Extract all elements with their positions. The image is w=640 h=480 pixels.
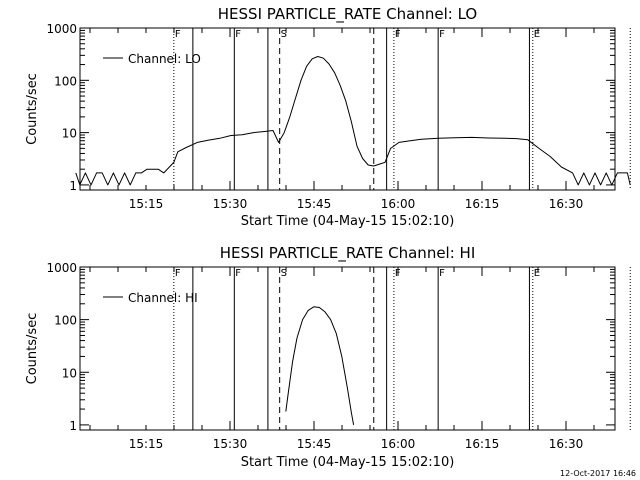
panel1-y-tick-label: 1000 (46, 22, 77, 36)
panel2-event-marker-label: E (534, 268, 540, 279)
panel1-y-tick-label: 100 (54, 74, 77, 88)
panel2-y-tick-label: 100 (54, 314, 77, 328)
panel2-plot-frame (79, 266, 616, 431)
panel1-event-marker-label: S (281, 29, 287, 40)
panel2-chart-title: HESSI PARTICLE_RATE Channel: HI (220, 244, 476, 263)
panel1-y-tick-label: 10 (62, 127, 77, 141)
panel1-x-tick-label: 16:00 (381, 197, 416, 211)
panel2-event-marker-label: F (175, 268, 181, 279)
panel2-x-tick-label: 16:30 (549, 437, 584, 451)
panel1-y-axis-label: Counts/sec (25, 73, 40, 145)
panel2-y-axis-label: Counts/sec (25, 313, 40, 385)
panel2-x-tick-label: 16:00 (381, 437, 416, 451)
panel1-legend-label: Channel: LO (128, 52, 201, 66)
panel1-x-tick-label: 16:30 (549, 197, 584, 211)
panel2-x-tick-label: 15:30 (213, 437, 248, 451)
panel1-chart-title: HESSI PARTICLE_RATE Channel: LO (218, 5, 477, 24)
panel1-event-marker-label: E (534, 29, 540, 40)
panel2-event-marker-label: F (395, 268, 401, 279)
panel1-plot-frame (79, 27, 616, 191)
panel1-x-axis-label: Start Time (04-May-15 15:02:10) (241, 214, 455, 229)
panel2-x-tick-label: 15:45 (297, 437, 332, 451)
footer-timestamp-label: 12-Oct-2017 16:46 (560, 469, 636, 478)
footer-timestamp: 12-Oct-2017 16:46 (1, 1, 2, 2)
panel2-x-axis-label: Start Time (04-May-15 15:02:10) (241, 455, 455, 470)
panel1-x-tick-label: 15:45 (297, 197, 332, 211)
panel2-y-tick-label: 10 (62, 366, 77, 380)
panel1-x-tick-label: 15:15 (129, 197, 164, 211)
panel1-x-tick-label: 15:30 (213, 197, 248, 211)
panel1-y-tick-label: 1 (69, 179, 77, 193)
panel2-x-tick-label: 16:15 (465, 437, 500, 451)
panel2-event-marker-label: F (235, 268, 241, 279)
panel1-event-marker-label: F (439, 29, 445, 40)
panel2-y-tick-label: 1000 (46, 261, 77, 275)
panel2-y-tick-label: 1 (69, 419, 77, 433)
panel1-event-marker-label: F (175, 29, 181, 40)
panel1-event-marker-label: F (235, 29, 241, 40)
panel2-event-marker-label: F (439, 268, 445, 279)
panel1-event-marker-label: F (395, 29, 401, 40)
panel2-event-marker-label: S (281, 268, 287, 279)
panel2-legend-label: Channel: HI (128, 291, 198, 305)
panel2-series-line (285, 306, 355, 425)
panel2-x-tick-label: 15:15 (129, 437, 164, 451)
panel1-series-line (75, 56, 631, 186)
panel1-x-tick-label: 16:15 (465, 197, 500, 211)
